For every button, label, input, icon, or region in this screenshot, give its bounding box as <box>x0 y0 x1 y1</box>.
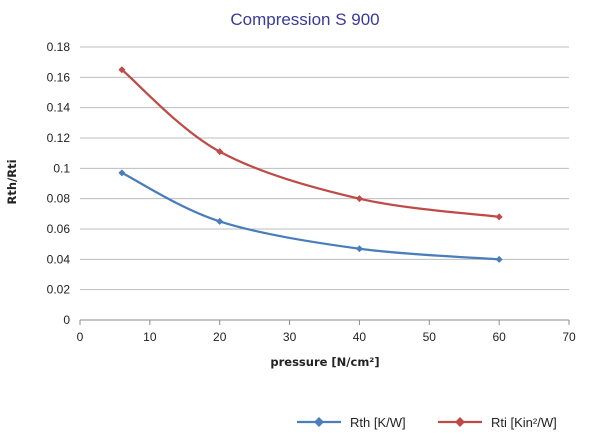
series-1-point-0 <box>118 66 126 74</box>
x-tick-labels: 0 10 20 30 40 50 60 70 <box>77 330 576 344</box>
x-tick-2: 20 <box>213 330 227 344</box>
series-group <box>118 66 503 263</box>
y-tick-0: 0 <box>63 313 70 327</box>
series-0-point-2 <box>355 245 363 253</box>
x-tick-6: 60 <box>492 330 506 344</box>
series-1-point-1 <box>216 148 224 156</box>
y-tick-4: 0.08 <box>47 192 71 206</box>
x-tick-0: 0 <box>77 330 84 344</box>
y-tick-7: 0.14 <box>47 101 71 115</box>
chart-title: Compression S 900 <box>230 10 379 29</box>
x-tick-4: 40 <box>353 330 367 344</box>
x-tick-7: 70 <box>562 330 576 344</box>
y-tick-8: 0.16 <box>47 70 71 84</box>
legend-1-label: Rti [Kin²/W] <box>491 415 557 430</box>
x-tick-1: 10 <box>143 330 157 344</box>
x-tick-5: 50 <box>423 330 437 344</box>
y-tick-9: 0.18 <box>47 40 71 54</box>
y-tick-labels: 0 0.02 0.04 0.06 0.08 0.1 0.12 0.14 0.16 0.18 <box>47 40 71 327</box>
series-0-point-0 <box>118 169 126 177</box>
legend-1-marker <box>455 417 465 427</box>
series-0-point-3 <box>495 255 503 263</box>
y-tick-5: 0.1 <box>53 161 70 175</box>
y-tick-6: 0.12 <box>47 131 71 145</box>
axes <box>79 319 570 325</box>
y-tick-1: 0.02 <box>47 283 71 297</box>
y-tick-3: 0.06 <box>47 222 71 236</box>
grid-lines <box>80 46 569 291</box>
legend: Rth [K/W] Rti [Kin²/W] <box>297 415 557 430</box>
legend-0-marker <box>314 417 324 427</box>
x-tick-3: 30 <box>283 330 297 344</box>
series-1-point-3 <box>495 213 503 221</box>
y-tick-2: 0.04 <box>47 252 71 266</box>
series-1-point-2 <box>355 195 363 203</box>
legend-0-label: Rth [K/W] <box>350 415 406 430</box>
x-axis-label: pressure [N/cm²] <box>270 355 379 369</box>
series-0-point-1 <box>216 217 224 225</box>
series-1-line <box>121 68 500 218</box>
series-0-line <box>121 171 500 261</box>
y-axis-label: Rth/Rti <box>5 159 19 204</box>
